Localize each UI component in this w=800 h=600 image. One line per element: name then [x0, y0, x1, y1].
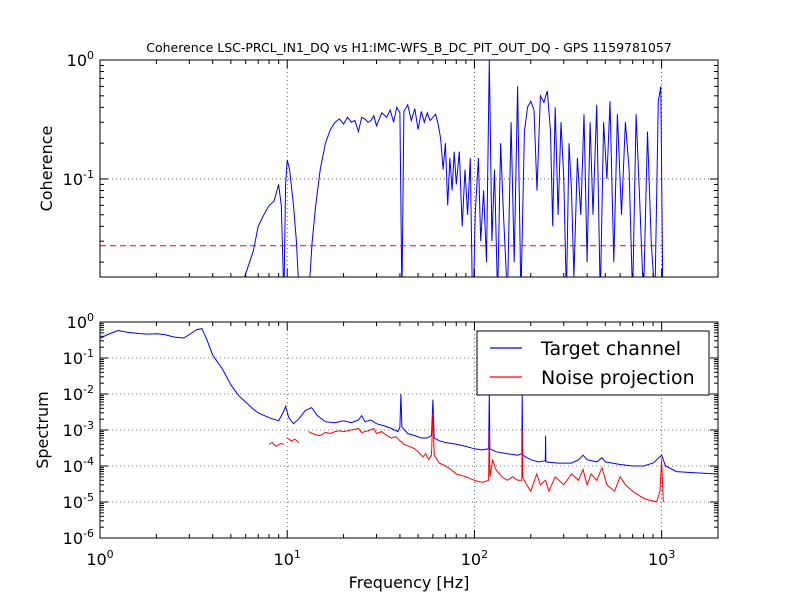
x-tick-label: 101 — [274, 548, 301, 569]
legend: Target channel Noise projection — [476, 330, 710, 396]
legend-label: Target channel — [540, 338, 681, 360]
x-axis-label: Frequency [Hz] — [349, 573, 470, 592]
noise-projection-line — [286, 437, 299, 443]
coherence-line — [309, 60, 664, 277]
legend-box — [476, 330, 710, 396]
y-axis-label: Coherence — [37, 126, 56, 212]
legend-label: Noise projection — [541, 367, 695, 389]
y-tick-label: 100 — [67, 49, 94, 70]
coherence-line — [243, 159, 299, 277]
noise-projection-line — [268, 441, 284, 448]
noise-projection-line — [308, 412, 664, 503]
x-tick-label: 103 — [648, 548, 675, 569]
y-tick-label: 10-1 — [63, 347, 94, 368]
y-tick-label: 10-6 — [63, 527, 94, 548]
y-axis-label: Spectrum — [33, 391, 52, 469]
y-tick-label: 10-4 — [63, 455, 94, 476]
x-tick-label: 100 — [86, 548, 113, 569]
y-tick-label: 10-2 — [63, 383, 94, 404]
series-group — [100, 60, 664, 277]
target-channel-line — [100, 328, 718, 475]
plot-frame — [99, 321, 719, 539]
coherence-plot: 10-1 100 Coherence — [37, 49, 719, 278]
y-tick-label: 10-1 — [63, 168, 94, 189]
y-tick-label: 10-3 — [63, 419, 94, 440]
series-group — [100, 328, 718, 503]
coherence-plot-title: Coherence LSC-PRCL_IN1_DQ vs H1:IMC-WFS_… — [146, 40, 672, 55]
y-tick-label: 10-5 — [63, 491, 94, 512]
spectrum-plot: 10-6 10-5 10-4 10-3 10-2 10-1 100 100 101 102 103 S… — [33, 311, 719, 592]
plot-frame — [99, 59, 719, 278]
x-tick-label: 102 — [461, 548, 488, 569]
y-tick-label: 100 — [67, 311, 94, 332]
